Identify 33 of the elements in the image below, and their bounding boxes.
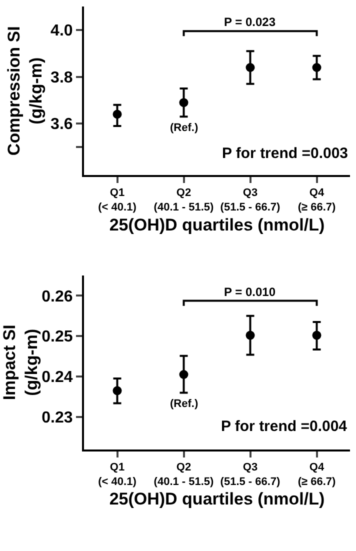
annotation: P = 0.023 (224, 15, 276, 29)
point (112, 386, 122, 396)
y-tick-label: 0.24 (42, 369, 73, 386)
y-tick-label: 3.6 (50, 116, 73, 134)
point (246, 63, 255, 72)
y-tick-label: 0.26 (42, 288, 73, 306)
annotation: P = 0.010 (224, 285, 276, 299)
x-tick-label: Q1 (< 40.1) (98, 461, 137, 488)
y-tick-label: 3.8 (50, 69, 73, 86)
x-tick-label: Q2 (40.1 - 51.5) (154, 461, 214, 488)
y-tick-label: 0.25 (42, 328, 73, 346)
x-tick-label: Q3 (51.5 - 66.7) (220, 187, 281, 214)
y-axis-title: Impact SI (g/kg-m) (0, 324, 42, 400)
annotation: (Ref.) (170, 122, 198, 134)
x-tick-label: Q1 (< 40.1) (98, 187, 137, 214)
point (246, 330, 255, 340)
y-axis-title: Compression SI (g/kg-m) (4, 26, 46, 156)
x-axis-title: 25(OH)D quartiles (nmol/L) (109, 490, 325, 509)
x-axis-title: 25(OH)D quartiles (nmol/L) (109, 215, 325, 234)
annotation: (Ref.) (170, 398, 198, 410)
point (179, 98, 188, 108)
y-tick-label: 0.23 (42, 410, 73, 427)
y-tick-label: 4.0 (50, 22, 73, 40)
point (312, 63, 322, 72)
x-tick-label: Q2 (40.1 - 51.5) (154, 187, 214, 214)
x-tick-label: Q4 (≥ 66.7) (298, 187, 336, 214)
point (112, 110, 122, 119)
point (312, 330, 322, 340)
annotation: P for trend =0.004 (221, 418, 348, 435)
x-tick-label: Q4 (≥ 66.7) (298, 461, 336, 488)
x-tick-label: Q3 (51.5 - 66.7) (220, 461, 281, 488)
annotation: P for trend =0.003 (222, 145, 348, 162)
point (179, 370, 188, 379)
